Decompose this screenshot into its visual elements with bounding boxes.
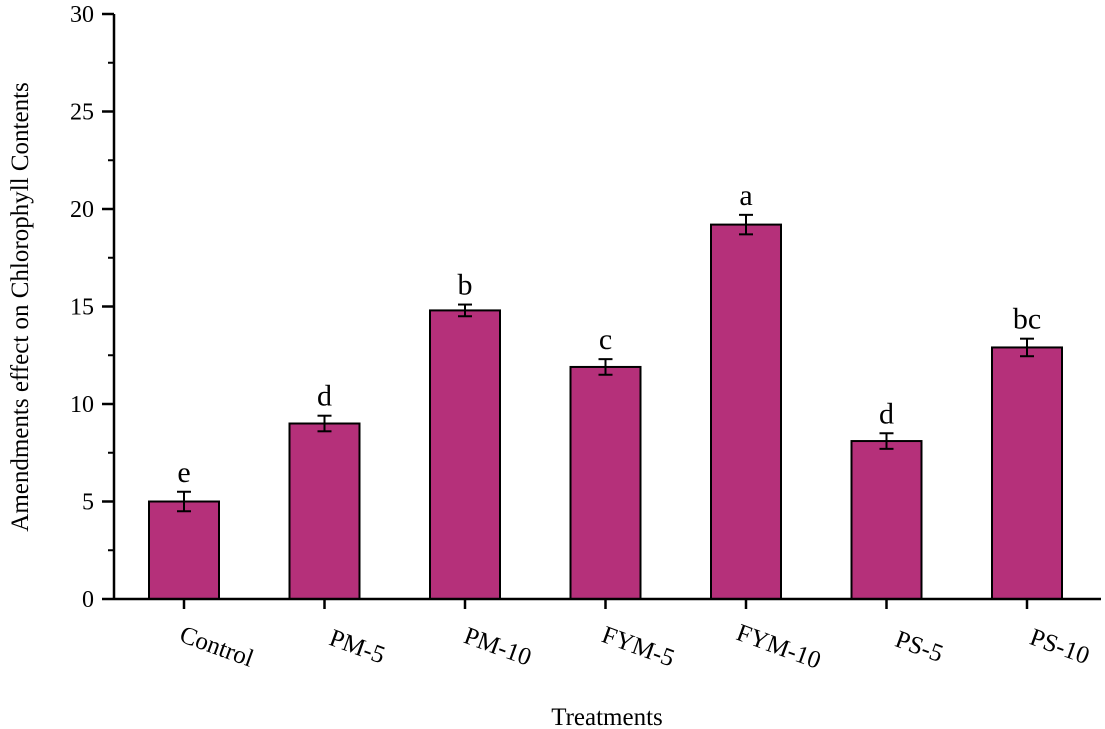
y-tick-label-30: 30 — [70, 2, 94, 28]
bar-PS-5 — [850, 440, 923, 600]
x-ticks-group: Control PM-5 PM-10 FYM-5 FYM-10 PS-5 PS-10 — [176, 599, 1093, 675]
significance-letter-PM-5: d — [317, 380, 332, 413]
bar-Control — [148, 500, 220, 600]
error-bars-group — [177, 213, 1034, 513]
y-tick-label-15: 15 — [70, 295, 94, 321]
y-tick-label-5: 5 — [82, 490, 94, 516]
x-tick-label-PM-10: PM-10 — [460, 622, 535, 671]
bars-group — [148, 223, 1063, 601]
bar-FYM-5 — [569, 365, 642, 601]
y-tick-label-20: 20 — [70, 197, 94, 223]
x-tick-label-PS-10: PS-10 — [1026, 624, 1093, 670]
y-axis-title: Amendments effect on Chlorophyll Content… — [7, 82, 34, 531]
significance-letter-PS-10: bc — [1013, 303, 1041, 336]
y-tick-label-0: 0 — [82, 587, 94, 613]
bar-FYM-10 — [710, 223, 782, 600]
significance-letter-Control: e — [177, 456, 190, 489]
bar-PM-10 — [429, 309, 501, 600]
x-tick-label-PM-5: PM-5 — [326, 625, 389, 670]
x-axis-title: Treatments — [551, 704, 663, 729]
bar-PM-5 — [288, 422, 361, 600]
y-tick-label-10: 10 — [70, 392, 94, 418]
y-ticks-group: 0 5 10 15 20 25 30 — [70, 2, 114, 613]
x-tick-label-Control: Control — [176, 621, 257, 673]
x-tick-label-FYM-10: FYM-10 — [733, 619, 824, 674]
significance-letter-PS-5: d — [879, 397, 894, 430]
significance-letter-FYM-10: a — [739, 179, 752, 212]
bar-PS-10 — [991, 346, 1063, 601]
y-tick-label-25: 25 — [70, 100, 94, 126]
significance-letter-PM-10: b — [458, 269, 473, 302]
x-tick-label-PS-5: PS-5 — [892, 626, 947, 668]
x-tick-label-FYM-5: FYM-5 — [598, 621, 678, 672]
significance-letter-FYM-5: c — [599, 323, 612, 356]
